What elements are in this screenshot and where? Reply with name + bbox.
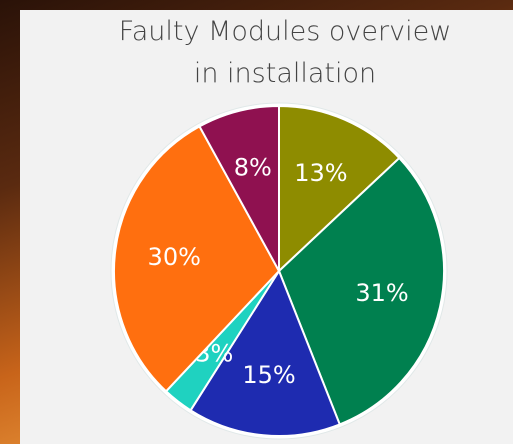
chart-title: Faulty Modules overview — [119, 16, 452, 47]
pie-slice — [278, 104, 401, 274]
slice-label: 8% — [234, 154, 272, 182]
chart-title: in installation — [194, 58, 376, 89]
slice-label: 15% — [242, 361, 295, 389]
pie-slice — [189, 268, 342, 437]
pie-slice — [277, 156, 445, 426]
slice-label: 30% — [148, 243, 201, 271]
pie-slice — [198, 104, 280, 272]
slice-label: 31% — [355, 279, 408, 307]
slice-label: 13% — [294, 159, 347, 187]
pie-slice — [113, 125, 281, 393]
